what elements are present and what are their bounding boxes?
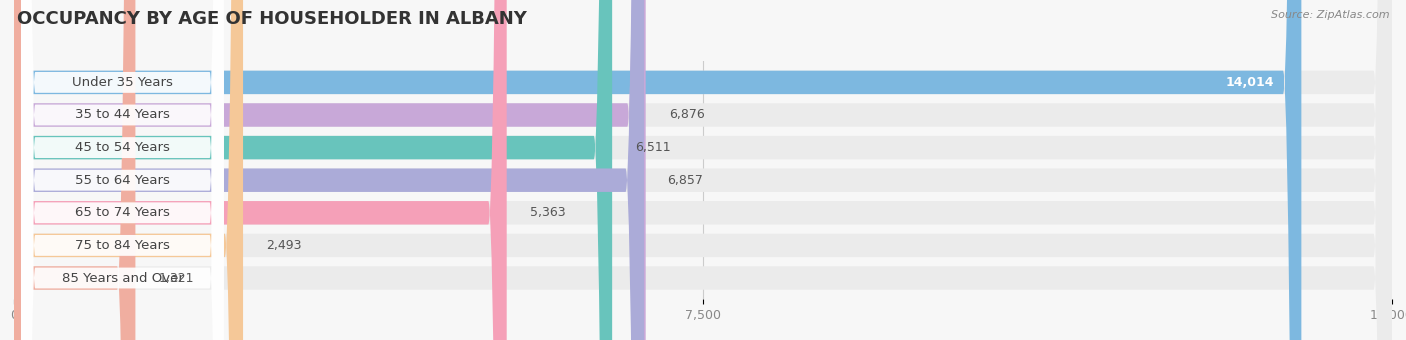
Text: 55 to 64 Years: 55 to 64 Years (75, 174, 170, 187)
FancyBboxPatch shape (14, 0, 1392, 340)
FancyBboxPatch shape (14, 0, 1392, 340)
FancyBboxPatch shape (21, 0, 224, 340)
Text: 35 to 44 Years: 35 to 44 Years (75, 108, 170, 121)
Text: 65 to 74 Years: 65 to 74 Years (75, 206, 170, 219)
FancyBboxPatch shape (14, 0, 645, 340)
Text: 6,876: 6,876 (669, 108, 704, 121)
FancyBboxPatch shape (14, 0, 1392, 340)
Text: 14,014: 14,014 (1225, 76, 1274, 89)
Text: 1,321: 1,321 (159, 272, 194, 285)
Text: OCCUPANCY BY AGE OF HOUSEHOLDER IN ALBANY: OCCUPANCY BY AGE OF HOUSEHOLDER IN ALBAN… (17, 10, 527, 28)
Text: Under 35 Years: Under 35 Years (72, 76, 173, 89)
Text: 5,363: 5,363 (530, 206, 565, 219)
FancyBboxPatch shape (21, 0, 224, 340)
FancyBboxPatch shape (14, 0, 1392, 340)
FancyBboxPatch shape (21, 0, 224, 340)
FancyBboxPatch shape (14, 0, 135, 340)
Text: Source: ZipAtlas.com: Source: ZipAtlas.com (1271, 10, 1389, 20)
FancyBboxPatch shape (21, 0, 224, 340)
FancyBboxPatch shape (14, 0, 1302, 340)
FancyBboxPatch shape (21, 0, 224, 340)
FancyBboxPatch shape (21, 0, 224, 340)
FancyBboxPatch shape (14, 0, 243, 340)
Text: 75 to 84 Years: 75 to 84 Years (75, 239, 170, 252)
FancyBboxPatch shape (21, 0, 224, 340)
Text: 6,857: 6,857 (666, 174, 703, 187)
FancyBboxPatch shape (14, 0, 644, 340)
FancyBboxPatch shape (14, 0, 506, 340)
Text: 85 Years and Over: 85 Years and Over (62, 272, 183, 285)
FancyBboxPatch shape (14, 0, 1392, 340)
Text: 2,493: 2,493 (266, 239, 301, 252)
Text: 6,511: 6,511 (636, 141, 671, 154)
FancyBboxPatch shape (14, 0, 1392, 340)
FancyBboxPatch shape (14, 0, 612, 340)
Text: 45 to 54 Years: 45 to 54 Years (75, 141, 170, 154)
FancyBboxPatch shape (14, 0, 1392, 340)
